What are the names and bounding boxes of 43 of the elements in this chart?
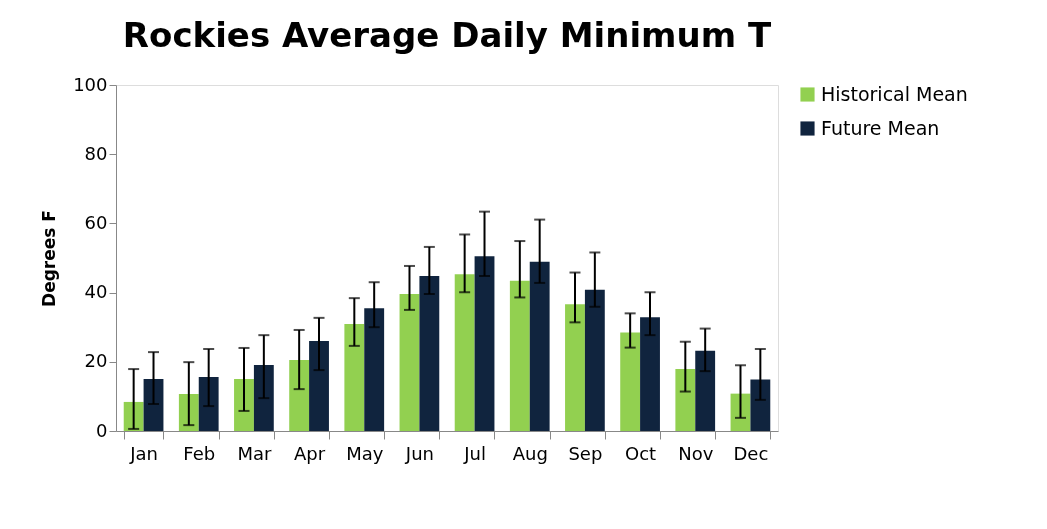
bar (198, 377, 219, 431)
y-tick-label: 20 (84, 350, 108, 372)
x-tick-label: Nov (678, 442, 714, 464)
x-tick-label: Mar (237, 442, 272, 464)
bar (399, 293, 420, 431)
bar (253, 364, 274, 431)
bar (565, 304, 585, 431)
legend-label: Future Mean (821, 116, 940, 139)
x-tick-label: Apr (294, 442, 326, 464)
y-tick-label: 100 (73, 73, 108, 95)
x-tick-label: Jan (129, 442, 158, 464)
bar (419, 275, 440, 431)
x-tick-label: Feb (183, 442, 216, 464)
bar (640, 317, 660, 431)
y-tick-label: 60 (84, 211, 108, 233)
bar (695, 350, 716, 431)
bar (675, 369, 696, 431)
bar (344, 324, 365, 431)
x-tick-label: Aug (512, 442, 548, 464)
bar (474, 256, 495, 431)
bar (143, 379, 164, 431)
chart-title: Rockies Average Daily Minimum T (122, 15, 772, 55)
bar (234, 379, 254, 431)
bar (309, 341, 329, 431)
bar (454, 274, 475, 431)
bar (289, 360, 310, 431)
x-tick-label: Jul (463, 442, 486, 464)
legend-label: Historical Mean (821, 82, 968, 105)
bar (620, 332, 641, 431)
y-axis-title: Degrees F (39, 210, 60, 307)
y-tick-label: 80 (84, 142, 108, 164)
x-tick-label: May (346, 442, 384, 464)
bar (584, 289, 605, 431)
bar (750, 379, 771, 431)
x-tick-label: Dec (733, 442, 769, 464)
bar (364, 308, 385, 431)
y-tick-label: 40 (84, 281, 108, 303)
bar (529, 261, 550, 431)
bar (509, 280, 530, 431)
y-tick-label: 0 (96, 419, 108, 441)
x-tick-label: Oct (625, 442, 657, 464)
x-tick-label: Sep (568, 442, 603, 464)
x-tick-label: Jun (404, 442, 434, 464)
